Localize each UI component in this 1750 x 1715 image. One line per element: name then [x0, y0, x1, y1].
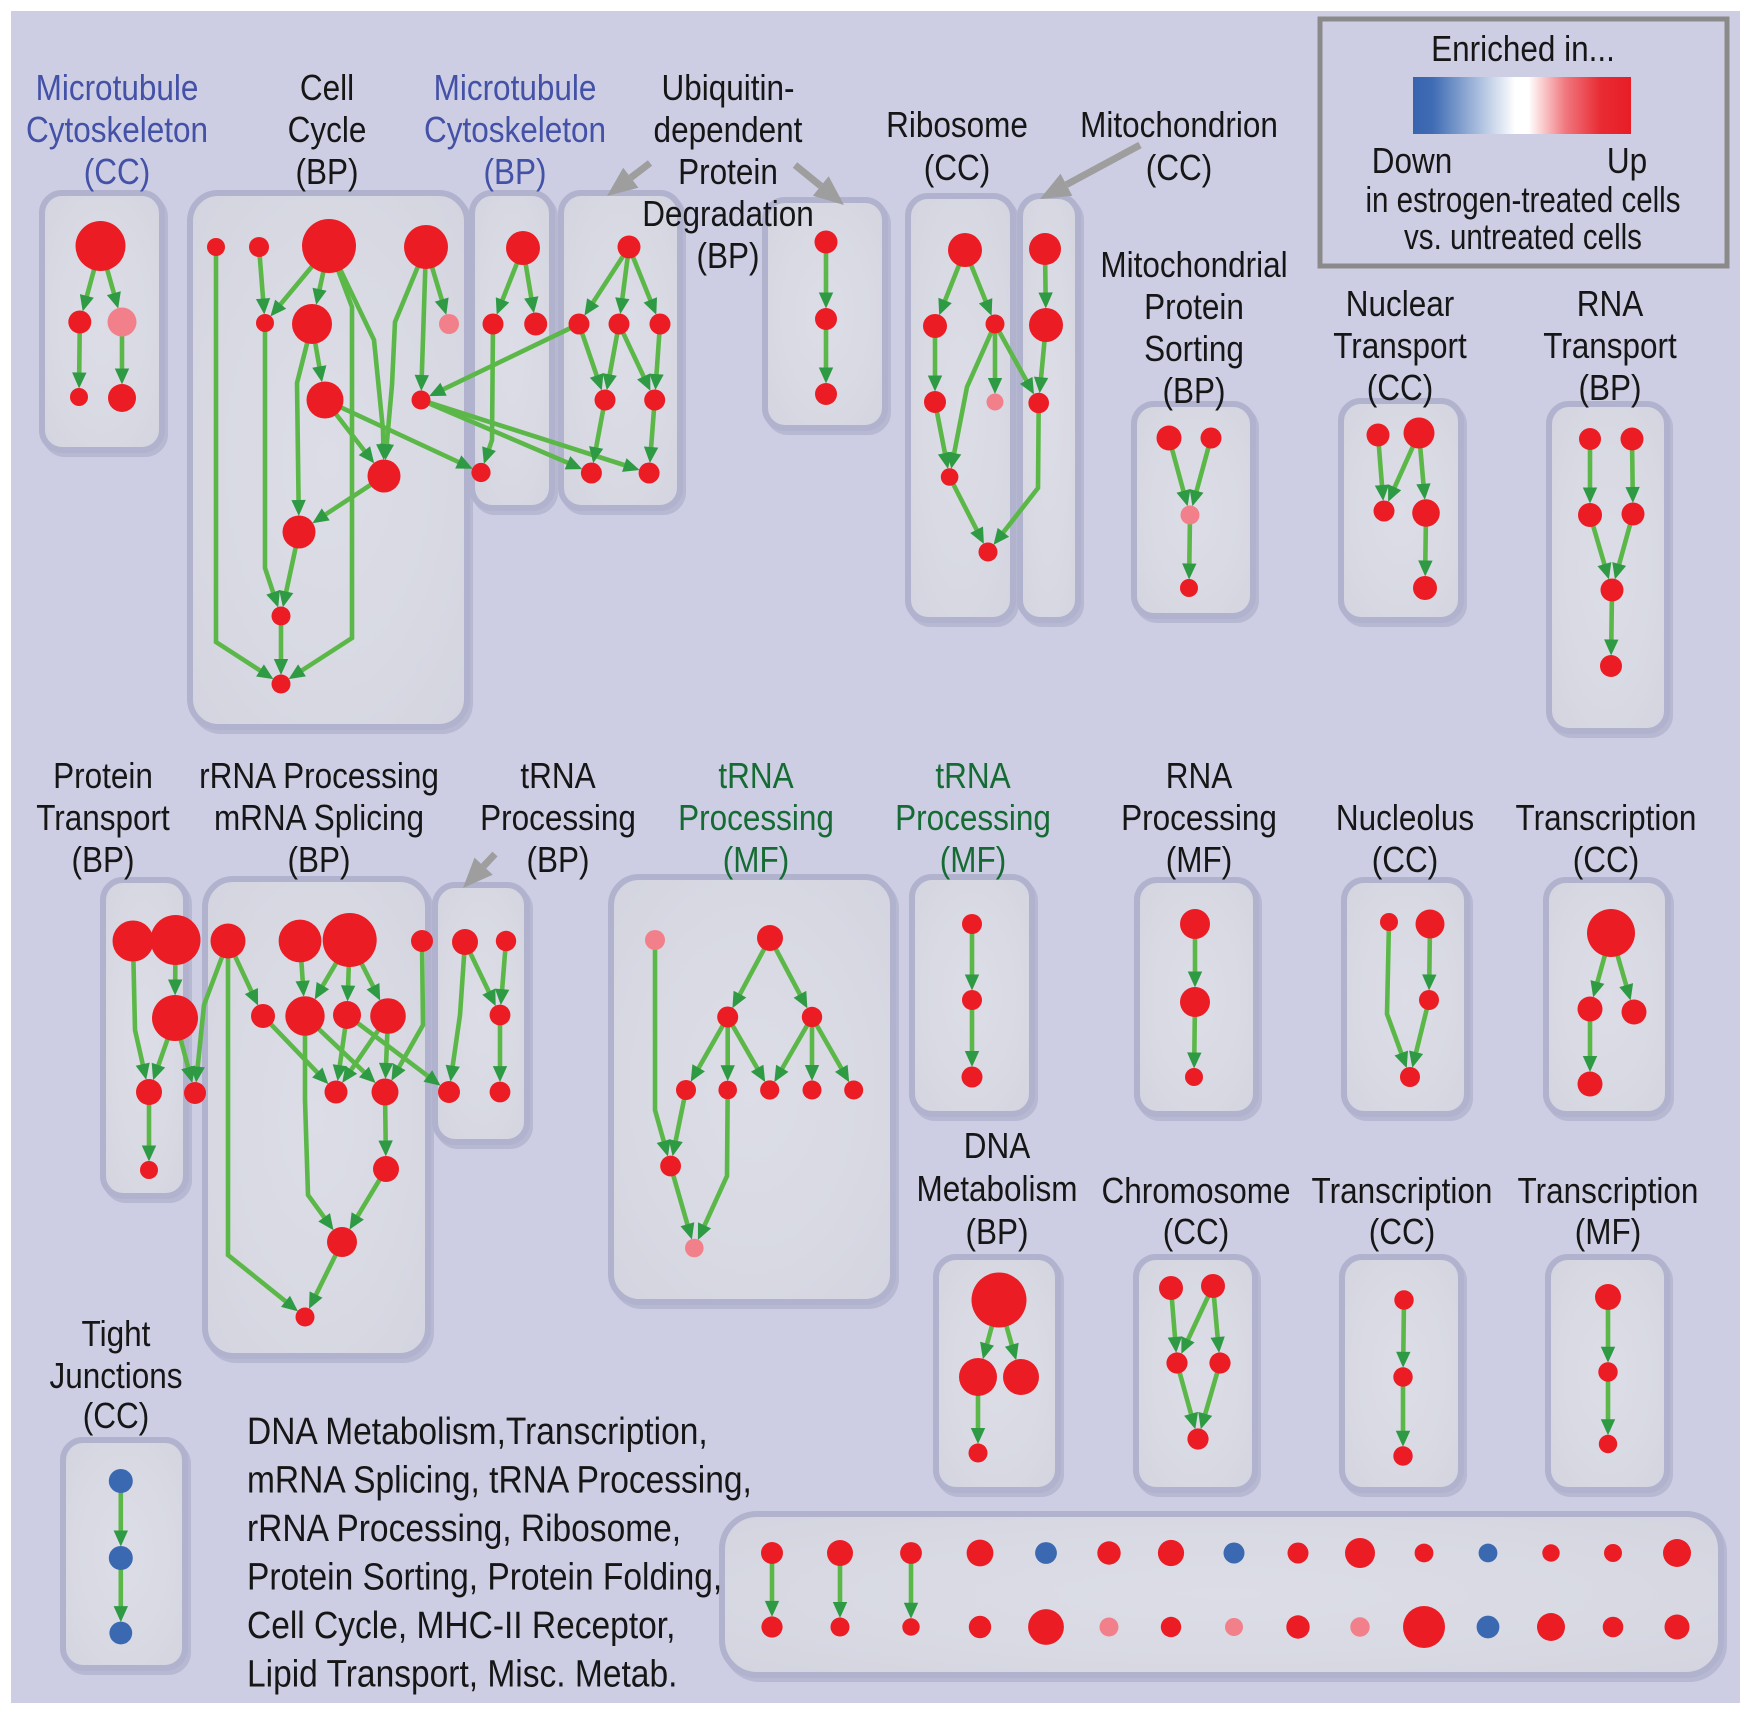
svg-text:(CC): (CC)	[1146, 147, 1213, 188]
svg-text:(CC): (CC)	[924, 147, 991, 188]
svg-text:Transport: Transport	[1333, 325, 1467, 366]
svg-text:dependent: dependent	[654, 109, 803, 150]
svg-text:rRNA Processing, Ribosome,: rRNA Processing, Ribosome,	[247, 1508, 681, 1550]
svg-text:DNA Metabolism,Transcription,: DNA Metabolism,Transcription,	[247, 1411, 708, 1453]
svg-text:Chromosome: Chromosome	[1102, 1170, 1291, 1211]
svg-text:(BP): (BP)	[288, 839, 351, 880]
svg-text:Processing: Processing	[678, 797, 834, 838]
svg-text:(CC): (CC)	[1163, 1211, 1230, 1252]
svg-text:RNA: RNA	[1577, 283, 1644, 324]
svg-text:(CC): (CC)	[1372, 839, 1439, 880]
svg-text:Tight: Tight	[82, 1313, 151, 1354]
svg-text:Ribosome: Ribosome	[886, 104, 1028, 145]
svg-text:Transport: Transport	[1543, 325, 1677, 366]
svg-text:(BP): (BP)	[72, 839, 135, 880]
svg-text:Processing: Processing	[1121, 797, 1277, 838]
svg-text:Transcription: Transcription	[1312, 1170, 1493, 1211]
svg-text:Protein: Protein	[53, 755, 153, 796]
svg-text:(BP): (BP)	[1579, 367, 1642, 408]
svg-text:Protein Sorting, Protein Foldi: Protein Sorting, Protein Folding,	[247, 1557, 722, 1599]
svg-text:(BP): (BP)	[484, 151, 547, 192]
svg-text:Protein: Protein	[1144, 286, 1244, 327]
svg-text:Cytoskeleton: Cytoskeleton	[26, 109, 208, 150]
svg-text:Cell: Cell	[300, 67, 354, 108]
svg-text:Junctions: Junctions	[49, 1355, 182, 1396]
svg-text:Lipid Transport, Misc. Metab.: Lipid Transport, Misc. Metab.	[247, 1654, 677, 1696]
svg-text:(BP): (BP)	[966, 1211, 1029, 1252]
svg-text:(BP): (BP)	[697, 235, 760, 276]
svg-text:Degradation: Degradation	[642, 193, 814, 234]
svg-text:mRNA Splicing, tRNA Processing: mRNA Splicing, tRNA Processing,	[247, 1460, 752, 1502]
svg-text:tRNA: tRNA	[718, 755, 793, 796]
svg-text:(CC): (CC)	[1369, 1211, 1436, 1252]
svg-text:(BP): (BP)	[296, 151, 359, 192]
svg-text:(MF): (MF)	[940, 839, 1006, 880]
svg-text:mRNA Splicing: mRNA Splicing	[214, 797, 424, 838]
svg-text:(MF): (MF)	[723, 839, 789, 880]
svg-text:Nucleolus: Nucleolus	[1336, 797, 1474, 838]
svg-text:Transcription: Transcription	[1518, 1170, 1699, 1211]
svg-text:(MF): (MF)	[1166, 839, 1232, 880]
svg-text:Cycle: Cycle	[288, 109, 367, 150]
svg-text:Down: Down	[1372, 140, 1453, 181]
svg-text:Metabolism: Metabolism	[917, 1168, 1078, 1209]
svg-text:Microtubule: Microtubule	[434, 67, 597, 108]
svg-text:Sorting: Sorting	[1144, 328, 1244, 369]
svg-text:Cytoskeleton: Cytoskeleton	[424, 109, 606, 150]
svg-text:(CC): (CC)	[84, 151, 151, 192]
svg-text:Nuclear: Nuclear	[1346, 283, 1455, 324]
svg-text:(BP): (BP)	[1163, 370, 1226, 411]
svg-text:DNA: DNA	[964, 1125, 1031, 1166]
svg-text:Processing: Processing	[480, 797, 636, 838]
svg-text:in estrogen-treated cells: in estrogen-treated cells	[1366, 179, 1681, 220]
svg-text:Cell Cycle, MHC-II Receptor,: Cell Cycle, MHC-II Receptor,	[247, 1605, 675, 1647]
svg-text:Transport: Transport	[36, 797, 170, 838]
svg-text:Up: Up	[1607, 140, 1647, 181]
svg-text:Mitochondrion: Mitochondrion	[1080, 104, 1278, 145]
svg-text:Enriched in...: Enriched in...	[1431, 28, 1615, 69]
svg-text:tRNA: tRNA	[520, 755, 595, 796]
svg-text:Microtubule: Microtubule	[36, 67, 199, 108]
svg-text:Mitochondrial: Mitochondrial	[1100, 244, 1287, 285]
svg-text:Processing: Processing	[895, 797, 1051, 838]
svg-text:(BP): (BP)	[527, 839, 590, 880]
svg-text:(CC): (CC)	[83, 1395, 150, 1436]
svg-text:(CC): (CC)	[1573, 839, 1640, 880]
svg-text:Ubiquitin-: Ubiquitin-	[662, 67, 795, 108]
svg-text:(MF): (MF)	[1575, 1211, 1641, 1252]
svg-text:tRNA: tRNA	[935, 755, 1010, 796]
svg-text:Protein: Protein	[678, 151, 778, 192]
svg-text:rRNA Processing: rRNA Processing	[199, 755, 439, 796]
svg-text:Transcription: Transcription	[1516, 797, 1697, 838]
svg-text:vs. untreated cells: vs. untreated cells	[1404, 216, 1642, 257]
svg-text:(CC): (CC)	[1367, 367, 1434, 408]
svg-text:RNA: RNA	[1166, 755, 1233, 796]
